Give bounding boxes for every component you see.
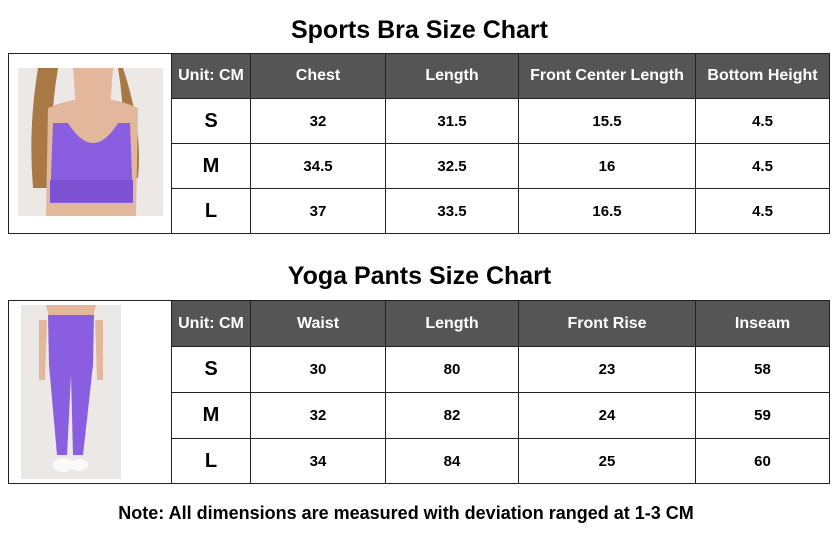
- value-cell: 16: [518, 143, 696, 189]
- table-row: L 37 33.5 16.5 4.5: [9, 188, 830, 234]
- value-cell: 4.5: [695, 143, 830, 189]
- value-cell: 23: [518, 346, 696, 393]
- value-cell: 4.5: [695, 188, 830, 234]
- size-cell: L: [171, 438, 251, 484]
- header-length: Length: [385, 53, 519, 99]
- header-bottom-height: Bottom Height: [695, 53, 830, 99]
- size-cell: M: [171, 392, 251, 439]
- header-unit: Unit: CM: [171, 53, 251, 99]
- value-cell: 80: [385, 346, 519, 393]
- value-cell: 33.5: [385, 188, 519, 234]
- bra-chart-title: Sports Bra Size Chart: [290, 16, 548, 44]
- table-row: L 34 84 25 60: [9, 438, 830, 484]
- header-length: Length: [385, 300, 519, 347]
- size-cell: L: [171, 188, 251, 234]
- value-cell: 82: [385, 392, 519, 439]
- value-cell: 60: [695, 438, 830, 484]
- pants-size-table: Unit: CM Waist Length Front Rise Inseam …: [8, 300, 830, 484]
- value-cell: 31.5: [385, 98, 519, 144]
- value-cell: 16.5: [518, 188, 696, 234]
- header-chest: Chest: [250, 53, 386, 99]
- table-row: M 32 82 24 59: [9, 392, 830, 439]
- value-cell: 37: [250, 188, 386, 234]
- yoga-pants-photo: [21, 305, 121, 479]
- sports-bra-photo: [17, 67, 163, 216]
- value-cell: 24: [518, 392, 696, 439]
- value-cell: 34: [250, 438, 386, 484]
- header-inseam: Inseam: [695, 300, 830, 347]
- value-cell: 34.5: [250, 143, 386, 189]
- header-waist: Waist: [250, 300, 386, 347]
- value-cell: 30: [250, 346, 386, 393]
- table-header-row: Unit: CM Chest Length Front Center Lengt…: [8, 53, 830, 234]
- value-cell: 25: [518, 438, 696, 484]
- bra-size-table: Unit: CM Chest Length Front Center Lengt…: [8, 53, 830, 234]
- pants-product-image: [8, 300, 172, 484]
- value-cell: 32: [250, 98, 386, 144]
- table-row: S 32 31.5 15.5 4.5: [9, 98, 830, 144]
- table-row: S 30 80 23 58: [9, 346, 830, 393]
- measurement-note: Note: All dimensions are measured with d…: [118, 503, 694, 523]
- pants-chart-title: Yoga Pants Size Chart: [287, 262, 552, 290]
- size-cell: S: [171, 346, 251, 393]
- header-unit: Unit: CM: [171, 300, 251, 347]
- value-cell: 15.5: [518, 98, 696, 144]
- header-front-center-length: Front Center Length: [518, 53, 696, 99]
- value-cell: 84: [385, 438, 519, 484]
- value-cell: 59: [695, 392, 830, 439]
- size-cell: S: [171, 98, 251, 144]
- table-row: M 34.5 32.5 16 4.5: [9, 143, 830, 189]
- value-cell: 4.5: [695, 98, 830, 144]
- value-cell: 58: [695, 346, 830, 393]
- value-cell: 32.5: [385, 143, 519, 189]
- header-front-rise: Front Rise: [518, 300, 696, 347]
- size-cell: M: [171, 143, 251, 189]
- table-header-row: Unit: CM Waist Length Front Rise Inseam: [8, 300, 830, 484]
- bra-product-image: [8, 53, 172, 234]
- value-cell: 32: [250, 392, 386, 439]
